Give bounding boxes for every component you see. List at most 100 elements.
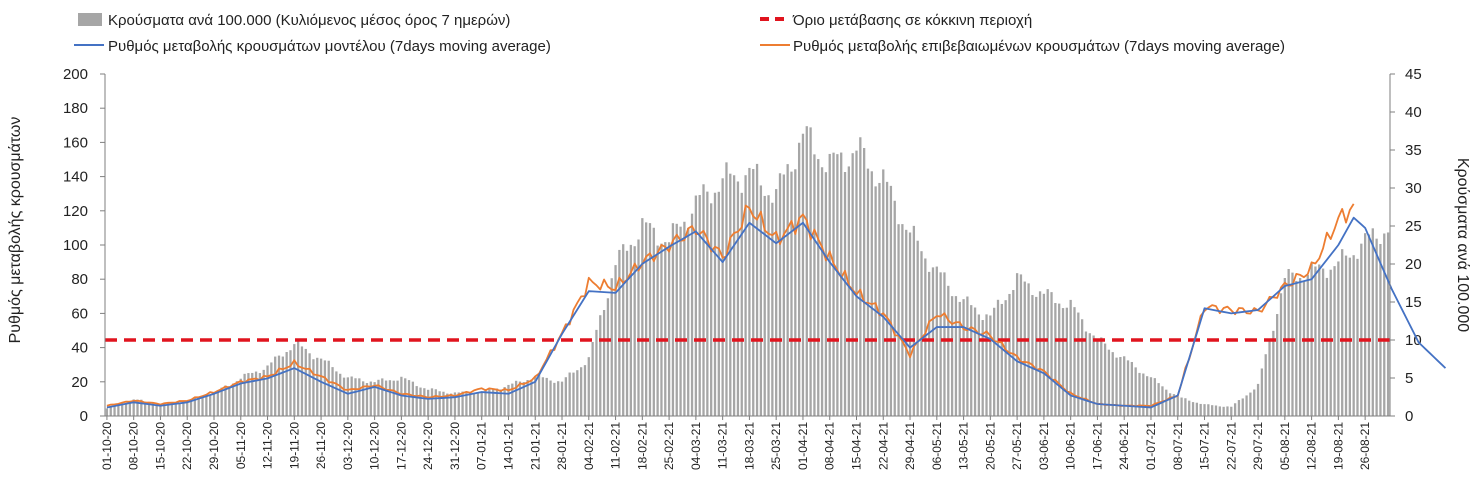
case-bar [144, 401, 147, 416]
case-bar [427, 389, 430, 416]
case-bar [1069, 299, 1072, 416]
case-bar [174, 402, 177, 416]
case-bar [977, 314, 981, 416]
case-bar [667, 242, 671, 416]
case-bar [847, 166, 850, 416]
x-tick-label: 04-02-21 [582, 422, 596, 470]
axes [104, 74, 1391, 417]
model-rate-line [106, 216, 1447, 409]
case-bar [1356, 258, 1359, 416]
x-tick-label: 25-03-21 [769, 422, 783, 470]
case-bar [228, 386, 231, 416]
case-bar [782, 174, 785, 416]
x-tick-label: 08-10-20 [127, 422, 141, 470]
case-bar [1218, 406, 1221, 416]
case-bar [736, 181, 740, 416]
case-bar [1203, 404, 1206, 416]
case-bar [1019, 274, 1023, 416]
case-bar [641, 218, 644, 416]
case-bar [794, 169, 797, 416]
case-bar [430, 388, 434, 416]
case-bar [1291, 272, 1294, 416]
case-bar [882, 169, 885, 416]
y-left-tick-label: 0 [80, 408, 88, 425]
case-bar [710, 203, 713, 416]
y-left-tick-label: 180 [63, 100, 88, 117]
case-bar [912, 225, 916, 416]
legend-bars-swatch [78, 13, 102, 26]
case-bar [744, 175, 747, 416]
case-bar [568, 372, 571, 416]
case-bar [889, 185, 893, 416]
case-bar [671, 223, 675, 416]
x-tick-label: 22-10-20 [180, 422, 194, 470]
case-bar [254, 371, 258, 416]
case-bar [1383, 233, 1386, 416]
case-bar [308, 353, 311, 416]
case-bar [1233, 403, 1237, 416]
case-bar [186, 401, 189, 416]
case-bar [362, 381, 365, 416]
case-bar [189, 398, 193, 416]
case-bar [205, 396, 208, 416]
y-left-tick-label: 140 [63, 169, 88, 186]
case-bar [1337, 261, 1340, 416]
case-bar [469, 393, 472, 416]
case-bar [1130, 361, 1133, 416]
case-bar [1046, 289, 1049, 416]
x-tick-label: 28-01-21 [555, 422, 569, 470]
case-bar [893, 200, 896, 416]
case-bar [759, 185, 763, 416]
case-bar [384, 380, 388, 416]
case-bar [369, 381, 372, 416]
case-bar [771, 202, 774, 416]
case-bar [996, 299, 1000, 416]
case-bar [350, 376, 353, 416]
x-tick-label: 21-01-21 [528, 422, 542, 470]
x-tick-label: 25-02-21 [662, 422, 676, 470]
case-bar [1341, 249, 1344, 416]
case-bar [786, 164, 789, 416]
case-bar [526, 380, 529, 416]
case-bar [813, 154, 816, 416]
case-bar [954, 296, 958, 416]
case-bar [377, 379, 380, 416]
case-bar [537, 374, 541, 416]
case-bar [763, 195, 766, 416]
case-bar [1253, 389, 1256, 416]
case-bar [1058, 303, 1061, 416]
y-left-tick-label: 100 [63, 237, 88, 254]
x-tick-label: 24-06-21 [1117, 422, 1131, 470]
case-bar [197, 397, 200, 416]
x-axis-labels: 01-10-20 08-10-20 15-10-20 22-10-20 29-10-20… [100, 416, 1372, 470]
x-tick-label: 11-02-21 [609, 422, 623, 469]
case-bar [950, 296, 954, 416]
x-tick-label: 01-10-20 [100, 422, 114, 470]
case-bar [599, 315, 602, 416]
x-tick-label: 19-11-20 [287, 422, 301, 469]
x-tick-label: 15-07-21 [1198, 422, 1212, 470]
case-bar [924, 258, 927, 416]
case-bar [1000, 303, 1003, 416]
case-bar [201, 396, 204, 416]
case-bar [832, 152, 835, 416]
case-bar [725, 162, 728, 416]
case-bar [1348, 257, 1351, 416]
case-bar [878, 182, 881, 416]
case-bar [602, 310, 606, 416]
case-bar [1146, 376, 1149, 416]
y-right-tick-label: 35 [1405, 142, 1422, 159]
case-bar [820, 167, 824, 416]
case-bar [828, 153, 831, 417]
legend-bars-label: Κρούσματα ανά 100.000 (Κυλιόμενος μέσος … [108, 12, 510, 29]
x-tick-label: 31-12-20 [448, 422, 462, 470]
case-bar [392, 380, 395, 416]
case-bar [729, 173, 732, 416]
case-bar [874, 186, 877, 416]
x-tick-label: 07-01-21 [475, 422, 489, 470]
case-bar [587, 357, 590, 416]
x-tick-label: 04-03-21 [689, 422, 703, 470]
case-bar [767, 195, 770, 416]
case-bar [859, 137, 862, 417]
case-bar [790, 171, 793, 416]
